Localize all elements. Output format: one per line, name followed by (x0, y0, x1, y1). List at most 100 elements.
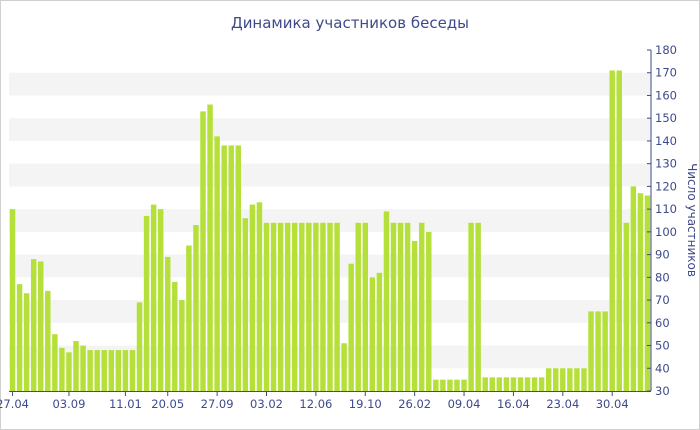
bar (517, 377, 524, 391)
bar (87, 350, 93, 391)
bar (503, 377, 510, 391)
bar (221, 145, 227, 391)
bar (108, 350, 115, 391)
bar (355, 222, 361, 391)
bar (404, 222, 411, 391)
bar (489, 377, 495, 391)
y-tick-label: 100 (655, 225, 677, 239)
bar (390, 222, 397, 391)
bar (143, 215, 150, 391)
y-tick-label: 170 (655, 66, 677, 80)
bar (45, 290, 51, 391)
bar (16, 284, 23, 391)
bar (129, 350, 136, 391)
x-axis: 27.04 03.09 11.01 20.05 27.09 03.02 12.06 19.10… (0, 391, 651, 411)
y-axis-label: Число участников (685, 163, 699, 277)
bar (341, 343, 347, 391)
x-tick-label: 26.02 (398, 397, 431, 411)
bar (454, 379, 460, 391)
y-tick-label: 150 (655, 111, 677, 125)
bar (150, 204, 157, 391)
bar (38, 261, 44, 391)
bar (475, 222, 481, 391)
x-tick-label: 03.09 (52, 397, 85, 411)
x-tick-label: 16.04 (497, 397, 530, 411)
bar (510, 377, 517, 391)
bar (179, 300, 185, 391)
x-tick-label: 23.04 (546, 397, 579, 411)
bar (588, 311, 594, 391)
chart-title: Динамика участников беседы (231, 14, 469, 32)
bar (59, 347, 65, 391)
bar (560, 368, 566, 391)
y-tick-label: 50 (655, 339, 670, 353)
y-tick-label: 140 (655, 134, 677, 148)
bar (200, 111, 206, 391)
bar (461, 379, 467, 391)
y-tick-label: 60 (655, 316, 670, 330)
x-tick-label: 27.09 (201, 397, 234, 411)
bar (595, 311, 601, 391)
grid-band (9, 209, 651, 232)
bar (397, 222, 404, 391)
bar (581, 368, 587, 391)
y-tick-label: 90 (655, 248, 670, 262)
bar (313, 222, 319, 391)
x-tick-label: 09.04 (448, 397, 481, 411)
grid-band (9, 163, 651, 187)
bar (418, 222, 425, 391)
bar (299, 222, 305, 391)
y-tick-label: 80 (655, 270, 670, 284)
bar (249, 204, 256, 391)
bar (623, 222, 630, 391)
bar (157, 209, 164, 391)
bar (637, 193, 644, 391)
x-tick-label: 03.02 (250, 397, 283, 411)
bar (468, 222, 474, 391)
bar (426, 231, 432, 391)
y-tick-label: 120 (655, 179, 677, 193)
x-tick-label: 19.10 (349, 397, 382, 411)
bar (306, 222, 312, 391)
bar (538, 377, 545, 391)
bar (172, 281, 178, 391)
bar (122, 350, 129, 391)
x-tick-label: 30.04 (596, 397, 629, 411)
bar (277, 222, 284, 391)
bar (447, 379, 453, 391)
bar (23, 293, 30, 391)
bar (482, 377, 488, 391)
x-tick-label: 12.06 (299, 397, 332, 411)
bar (602, 311, 608, 391)
x-tick-label: 20.05 (151, 397, 184, 411)
bars (9, 70, 651, 392)
bar (270, 222, 277, 391)
bar (630, 186, 637, 391)
bar (327, 222, 333, 391)
bar (411, 240, 418, 391)
y-tick-label: 30 (655, 384, 670, 398)
bar (320, 222, 326, 391)
bar (207, 104, 213, 391)
bar (334, 222, 340, 391)
bar (376, 272, 383, 391)
bar (362, 222, 368, 391)
bar (115, 350, 122, 391)
y-tick-label: 40 (655, 361, 670, 375)
bar (263, 222, 270, 391)
grid-band (9, 118, 651, 141)
bar (609, 70, 615, 392)
x-tick-label: 27.04 (0, 397, 29, 411)
bar (242, 218, 249, 391)
bar (440, 379, 446, 391)
bar (567, 368, 573, 391)
bar (284, 222, 291, 391)
y-axis: 30 40 50 60 70 80 90 100 110 120 130 140 150 160 170 18… (647, 43, 677, 398)
bar (644, 195, 651, 391)
bar (214, 136, 220, 391)
y-tick-label: 160 (655, 88, 677, 102)
y-tick-label: 70 (655, 293, 670, 307)
bar (433, 379, 439, 391)
bar (256, 202, 263, 391)
bar (574, 368, 580, 391)
